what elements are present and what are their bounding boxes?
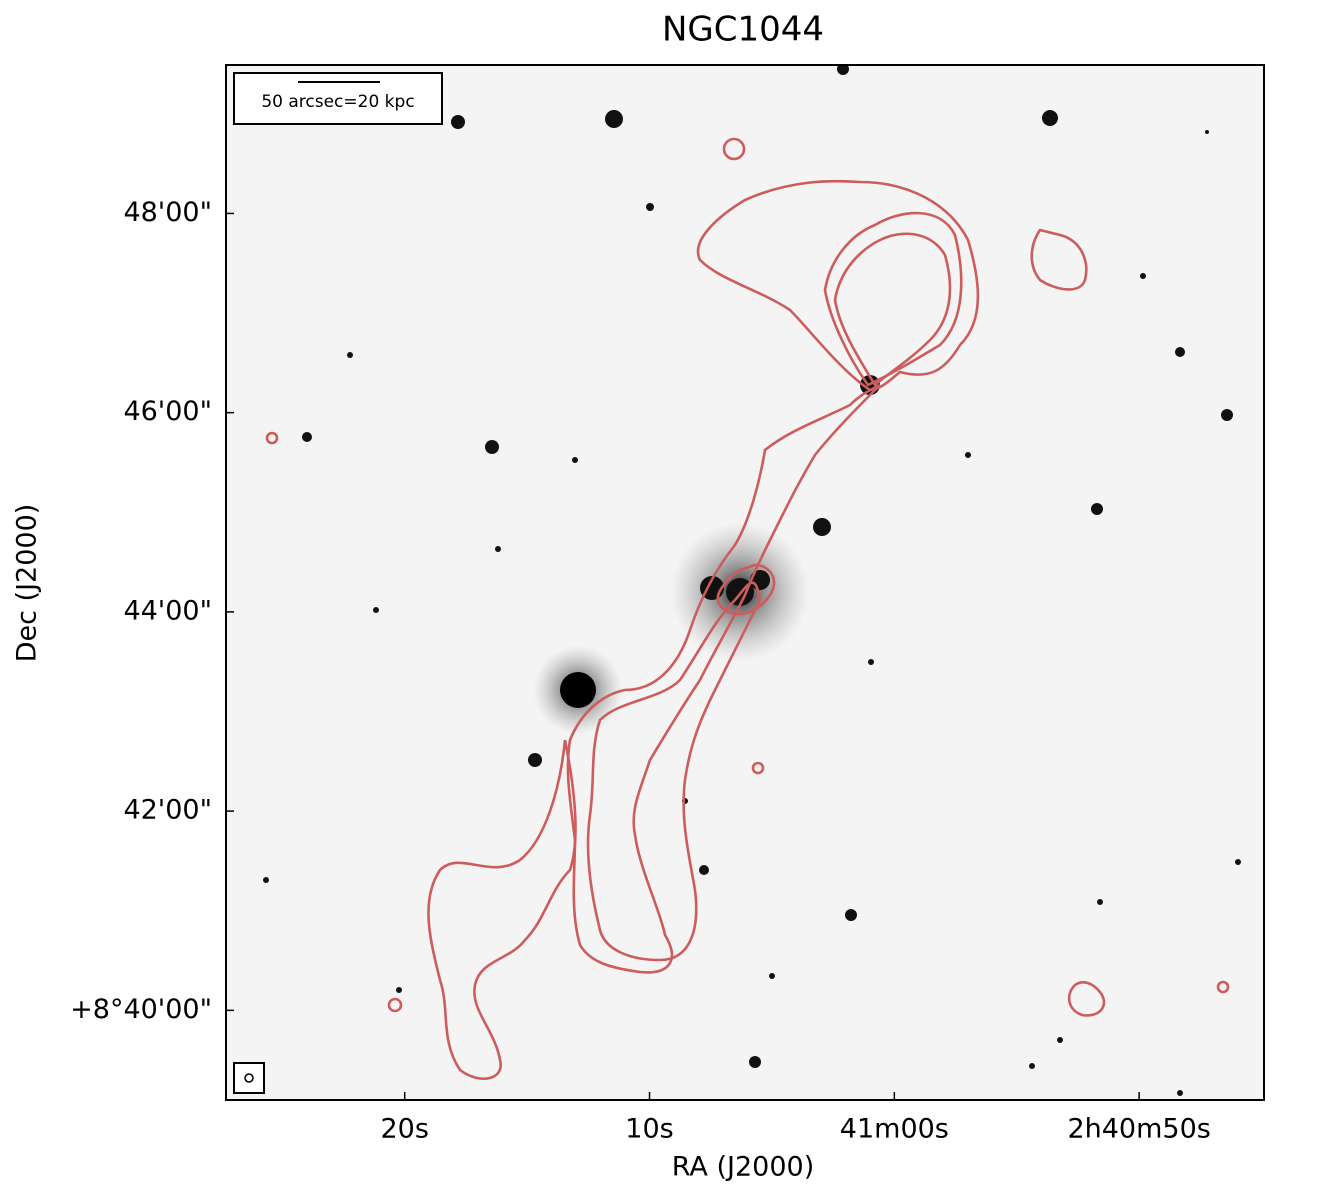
x-tick-label: 2h40m50s	[1067, 1114, 1210, 1145]
star	[560, 672, 596, 708]
contour	[566, 383, 881, 974]
scale-bar-label: 50 arcsec=20 kpc	[261, 92, 414, 112]
contour	[427, 739, 577, 1080]
contour	[265, 431, 279, 445]
beam-box	[233, 1062, 265, 1094]
y-tick-label: 48'00"	[123, 197, 212, 228]
contour	[751, 761, 765, 775]
y-tick-label: 42'00"	[123, 795, 212, 826]
contour	[1067, 981, 1106, 1017]
x-tick-label: 41m00s	[840, 1114, 949, 1145]
chart-title: NGC1044	[662, 10, 824, 50]
y-tick-label: 44'00"	[123, 595, 212, 626]
contour	[716, 563, 776, 616]
contour	[1030, 228, 1088, 291]
x-axis-label: RA (J2000)	[672, 1152, 814, 1183]
contour	[1216, 980, 1230, 994]
y-tick-label: 46'00"	[123, 396, 212, 427]
y-tick-label: +8°40'00"	[70, 994, 212, 1025]
contour	[387, 997, 403, 1013]
radio-contours	[265, 137, 1230, 1080]
x-tick-label: 20s	[380, 1114, 428, 1145]
contour	[586, 581, 762, 962]
contour	[696, 179, 980, 392]
y-axis-label: Dec (J2000)	[12, 504, 43, 663]
beam	[244, 1073, 254, 1083]
contour	[823, 211, 963, 387]
contour	[833, 232, 952, 387]
star-field	[263, 65, 1241, 1096]
x-tick-label: 10s	[625, 1114, 673, 1145]
contour	[722, 137, 746, 161]
galaxy-core	[750, 570, 770, 590]
plot-frame	[225, 64, 1265, 1101]
